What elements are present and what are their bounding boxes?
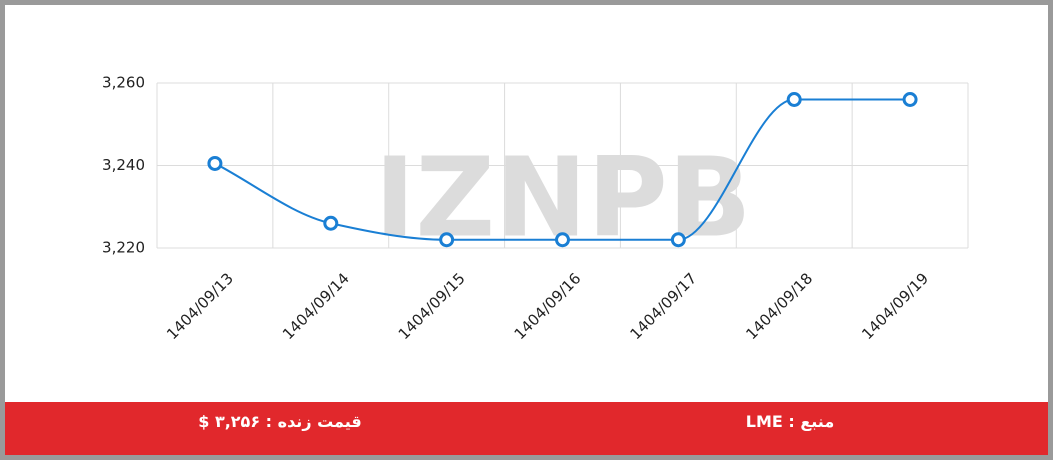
- y-tick-label: 3,260: [102, 74, 145, 92]
- point: [786, 92, 802, 107]
- point: [555, 232, 570, 248]
- x-tick-label: 1404/09/18: [742, 269, 816, 343]
- x-tick-label: 1404/09/17: [626, 269, 700, 343]
- x-tick-label: 1404/09/14: [279, 269, 353, 343]
- point: [902, 92, 918, 107]
- point: [439, 232, 455, 248]
- point: [207, 155, 223, 171]
- live-price: قیمت زنده : ۳,۲۵۶ $: [198, 412, 362, 431]
- y-tick-label: 3,220: [102, 239, 145, 257]
- x-tick-label: 1404/09/16: [511, 269, 585, 343]
- point: [323, 215, 339, 231]
- panel: [5, 5, 1048, 455]
- x-tick-label: 1404/09/13: [163, 269, 237, 343]
- point: [670, 232, 686, 248]
- y-tick-label: 3,240: [102, 156, 145, 174]
- x-tick-label: 1404/09/19: [858, 269, 932, 343]
- source: منبع : LME: [745, 412, 835, 431]
- footer-bar: قیمت زنده : ۳,۲۵۶ $ منبع : LME: [5, 402, 1048, 455]
- x-tick-label: 1404/09/15: [395, 269, 469, 343]
